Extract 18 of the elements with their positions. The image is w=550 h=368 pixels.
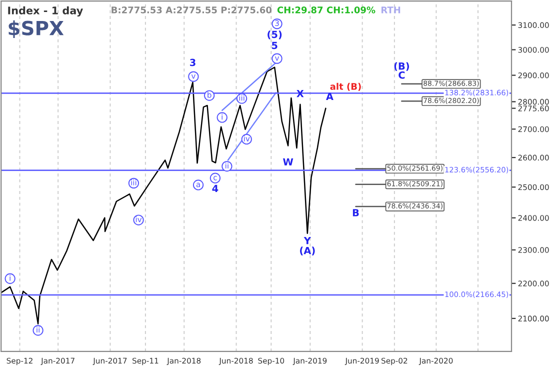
annotation: W	[283, 158, 294, 166]
annotation: 5	[272, 42, 278, 50]
annotation: 3	[190, 58, 196, 66]
annotation: B:2775.53 A:2775.55 P:2775.60	[112, 6, 272, 14]
chart-title: Index - 1 day	[8, 6, 83, 17]
text: $SPX	[8, 20, 64, 38]
annotation: RTH	[382, 6, 400, 14]
annotation: (5)	[268, 30, 282, 40]
annotation: C	[398, 71, 405, 79]
annotation: CH:29.87 CH:1.09%	[277, 6, 376, 14]
annotation: 4	[212, 184, 218, 192]
annotation: alt (B)	[330, 82, 361, 91]
annotation: (B)	[394, 62, 409, 71]
annotation: (A)	[300, 246, 315, 256]
annotation: A	[326, 92, 334, 100]
annotation: B	[352, 209, 359, 216]
line-series	[1, 66, 326, 324]
annotation: Y	[304, 236, 312, 244]
